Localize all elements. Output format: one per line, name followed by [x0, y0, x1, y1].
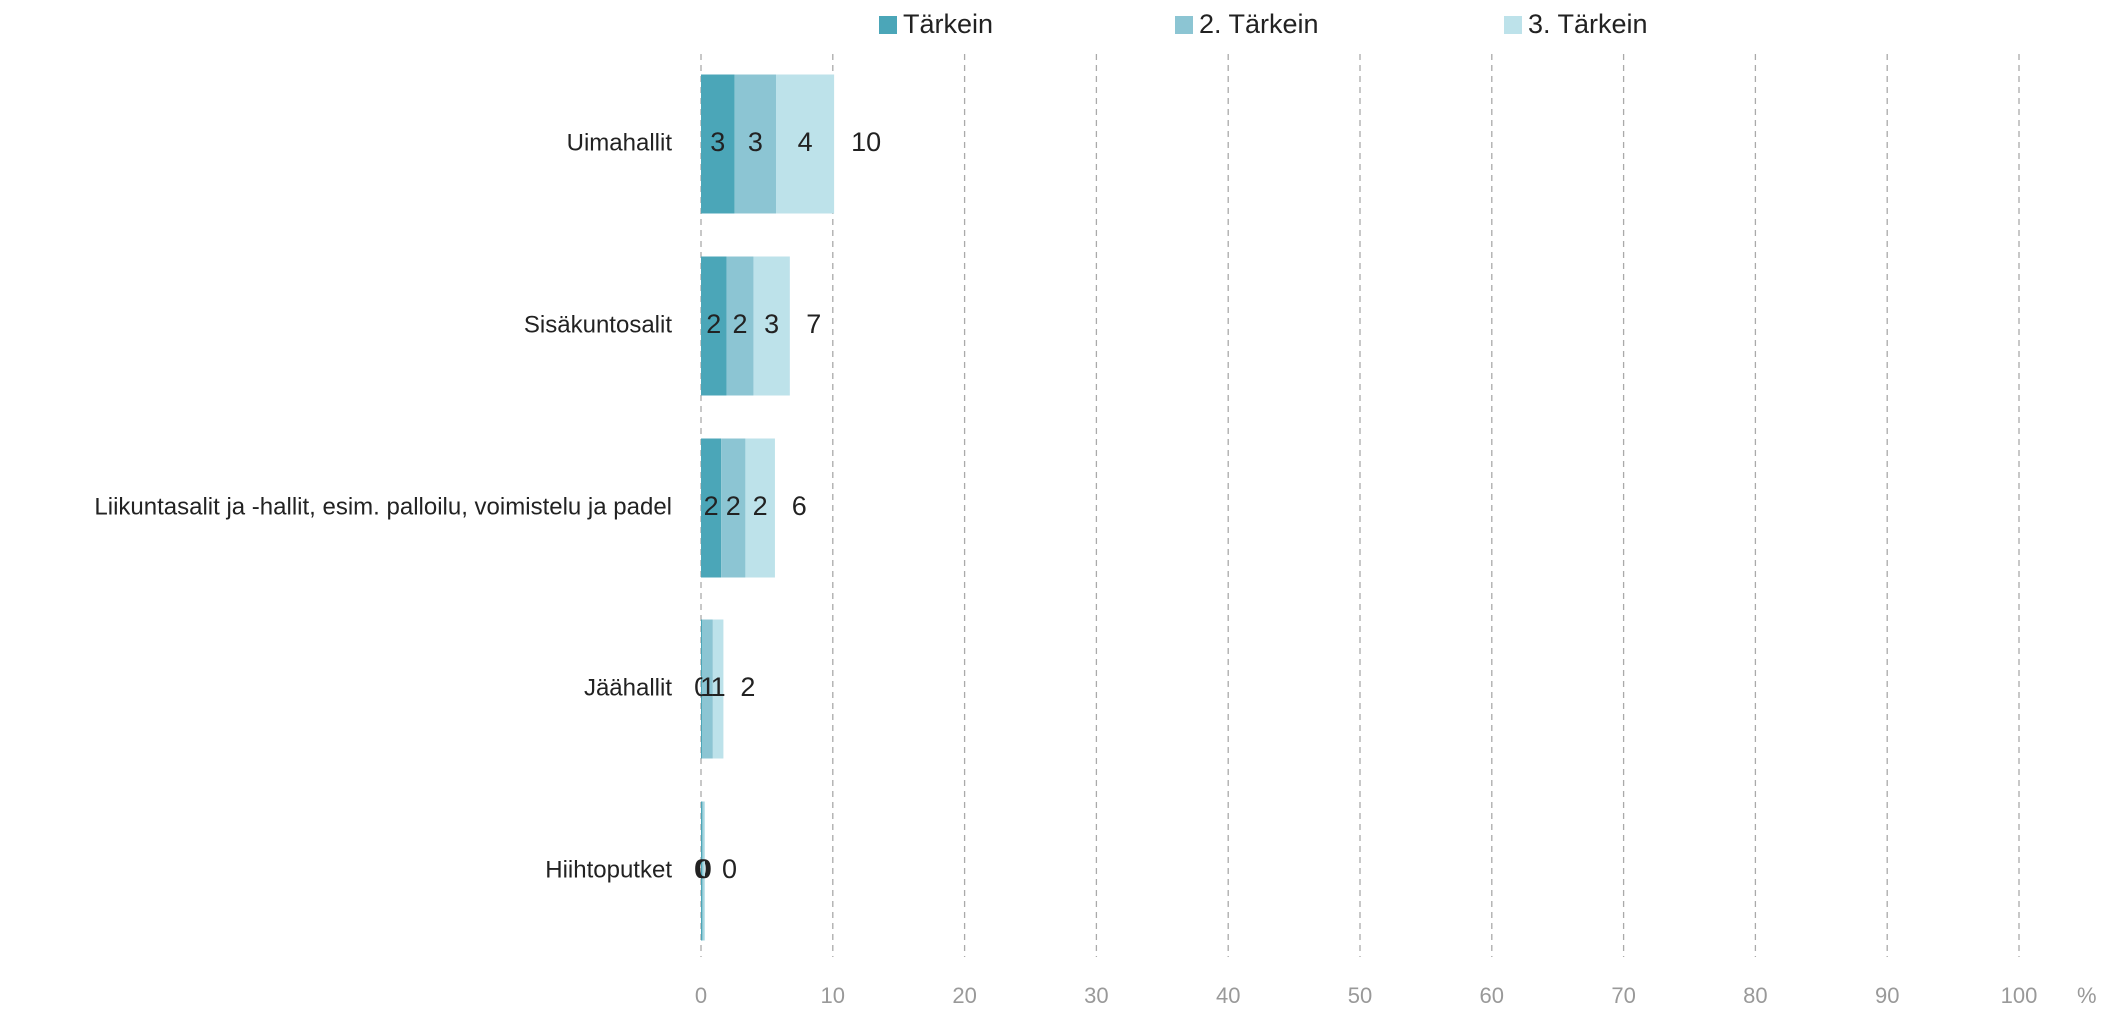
- legend-label: 3. Tärkein: [1528, 9, 1648, 39]
- bar-segment: [701, 438, 722, 578]
- bar-segment: [701, 74, 735, 214]
- x-tick-label: 40: [1216, 983, 1240, 1008]
- total-label: 7: [806, 309, 821, 339]
- data-label: 0: [697, 854, 712, 884]
- total-label: 6: [792, 491, 807, 521]
- category-label: Sisäkuntosalit: [524, 311, 672, 338]
- x-tick-label: 30: [1084, 983, 1108, 1008]
- data-label: 2: [706, 309, 721, 339]
- bar-segment: [753, 256, 790, 396]
- data-label: 3: [748, 127, 763, 157]
- data-label: 2: [726, 491, 741, 521]
- x-tick-label: 20: [952, 983, 976, 1008]
- data-label: 2: [732, 309, 747, 339]
- data-label: 2: [704, 491, 719, 521]
- x-axis-label: %: [2077, 983, 2097, 1008]
- bar-segment: [701, 619, 703, 759]
- data-label: 0: [694, 854, 709, 884]
- x-tick-label: 60: [1480, 983, 1504, 1008]
- bar-segment: [745, 438, 775, 578]
- bar-segment: [701, 801, 703, 941]
- data-label: 1: [711, 672, 726, 702]
- legend-label: Tärkein: [903, 9, 993, 39]
- bar-segment: [702, 619, 713, 759]
- total-label: 0: [722, 854, 737, 884]
- data-label: 3: [710, 127, 725, 157]
- data-label: 1: [700, 672, 715, 702]
- bar-segment: [712, 619, 724, 759]
- data-label: 0: [695, 854, 710, 884]
- x-tick-label: 90: [1875, 983, 1899, 1008]
- data-label: 4: [798, 127, 813, 157]
- data-label: 2: [753, 491, 768, 521]
- total-label: 10: [851, 127, 881, 157]
- legend-label: 2. Tärkein: [1199, 9, 1319, 39]
- x-tick-label: 100: [2001, 983, 2038, 1008]
- bar-segment: [703, 801, 705, 941]
- x-tick-label: 0: [695, 983, 707, 1008]
- x-tick-label: 50: [1348, 983, 1372, 1008]
- x-tick-label: 70: [1611, 983, 1635, 1008]
- bar-segment: [726, 256, 754, 396]
- bar-segment: [701, 256, 727, 396]
- x-tick-label: 10: [821, 983, 845, 1008]
- legend-swatch: [879, 16, 897, 34]
- category-label: Liikuntasalit ja -hallit, esim. palloilu…: [94, 493, 672, 520]
- category-label: Hiihtoputket: [545, 856, 672, 883]
- bar-segment: [776, 74, 835, 214]
- category-label: Uimahallit: [567, 129, 673, 156]
- legend-swatch: [1504, 16, 1522, 34]
- total-label: 2: [740, 672, 755, 702]
- bar-segment: [721, 438, 746, 578]
- category-label: Jäähallit: [584, 674, 672, 701]
- bar-segment: [734, 74, 777, 214]
- legend-swatch: [1175, 16, 1193, 34]
- x-tick-label: 80: [1743, 983, 1767, 1008]
- data-label: 3: [764, 309, 779, 339]
- bar-segment: [702, 801, 704, 941]
